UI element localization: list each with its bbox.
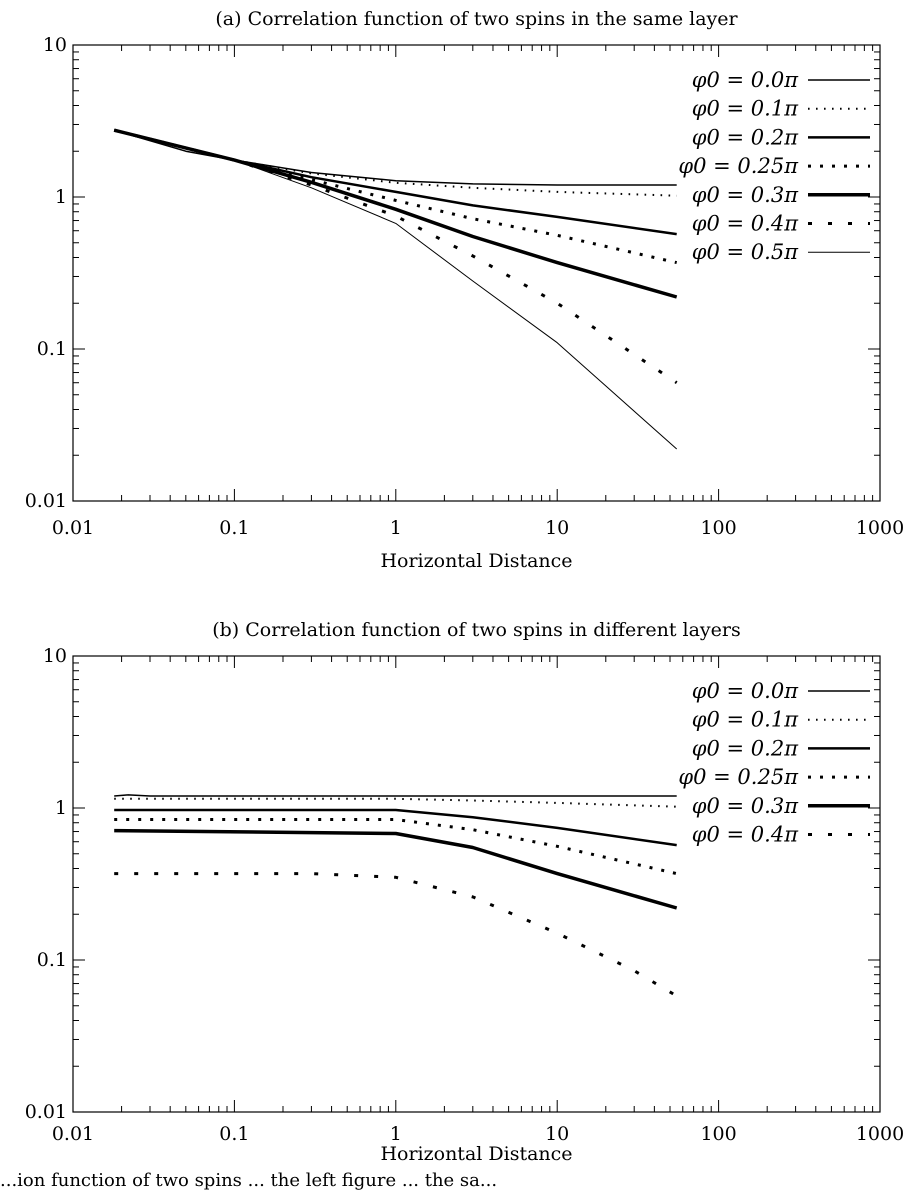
series-line-4	[114, 828, 678, 910]
x-axis-label: Horizontal Distance	[380, 550, 572, 572]
y-tick-label: 10	[43, 645, 67, 667]
y-tick-label: 1	[55, 797, 67, 819]
series-line-3	[114, 818, 678, 876]
x-tick-label: 0.01	[52, 1123, 94, 1145]
x-tick-label: 10	[545, 1123, 569, 1145]
chart-b: (b) Correlation function of two spins in…	[25, 619, 904, 1165]
legend-label-6: φ0 = 0.5π	[692, 240, 799, 264]
chart-title: (b) Correlation function of two spins in…	[212, 619, 741, 641]
legend-label-1: φ0 = 0.1π	[692, 708, 799, 732]
series-line-5	[113, 128, 678, 384]
series-line-2	[113, 128, 677, 236]
y-tick-label: 1	[55, 186, 67, 208]
x-tick-label: 10	[545, 517, 569, 539]
legend-label-5: φ0 = 0.4π	[692, 823, 799, 847]
y-tick-label: 0.1	[37, 338, 67, 360]
series-line-6	[114, 129, 678, 450]
x-tick-label: 0.01	[52, 517, 94, 539]
series-line-1	[113, 129, 677, 197]
plot-frame	[72, 44, 881, 502]
legend-label-1: φ0 = 0.1π	[692, 97, 799, 121]
legend-label-2: φ0 = 0.2π	[692, 125, 799, 149]
legend-label-3: φ0 = 0.25π	[678, 765, 799, 789]
series-line-1	[114, 797, 677, 808]
x-tick-label: 1000	[856, 1123, 904, 1145]
x-tick-label: 1	[390, 517, 402, 539]
y-tick-label: 0.01	[25, 490, 67, 512]
series-line-5	[114, 872, 678, 998]
legend-label-4: φ0 = 0.3π	[692, 794, 799, 818]
series-line-0	[114, 794, 677, 797]
series-line-4	[113, 128, 678, 299]
x-tick-label: 0.1	[219, 517, 249, 539]
plot-frame	[72, 655, 881, 1113]
x-tick-label: 0.1	[219, 1123, 249, 1145]
legend-label-5: φ0 = 0.4π	[692, 212, 799, 236]
series-line-3	[113, 128, 678, 265]
legend-label-0: φ0 = 0.0π	[692, 68, 799, 92]
x-tick-label: 1	[390, 1123, 402, 1145]
x-tick-label: 1000	[856, 517, 904, 539]
legend-label-2: φ0 = 0.2π	[692, 736, 799, 760]
y-tick-label: 0.01	[25, 1101, 67, 1123]
y-tick-label: 10	[43, 34, 67, 56]
legend-label-3: φ0 = 0.25π	[678, 154, 799, 178]
series-line-2	[114, 808, 677, 847]
x-tick-label: 100	[700, 1123, 736, 1145]
x-axis-label: Horizontal Distance	[380, 1143, 572, 1165]
chart-a: (a) Correlation function of two spins in…	[25, 8, 904, 572]
legend-label-4: φ0 = 0.3π	[692, 183, 799, 207]
y-tick-label: 0.1	[37, 949, 67, 971]
figure-caption: ...ion function of two spins ... the lef…	[0, 1170, 498, 1191]
x-tick-label: 100	[700, 517, 736, 539]
series-line-0	[113, 129, 677, 186]
legend-label-0: φ0 = 0.0π	[692, 679, 799, 703]
chart-title: (a) Correlation function of two spins in…	[215, 8, 738, 30]
